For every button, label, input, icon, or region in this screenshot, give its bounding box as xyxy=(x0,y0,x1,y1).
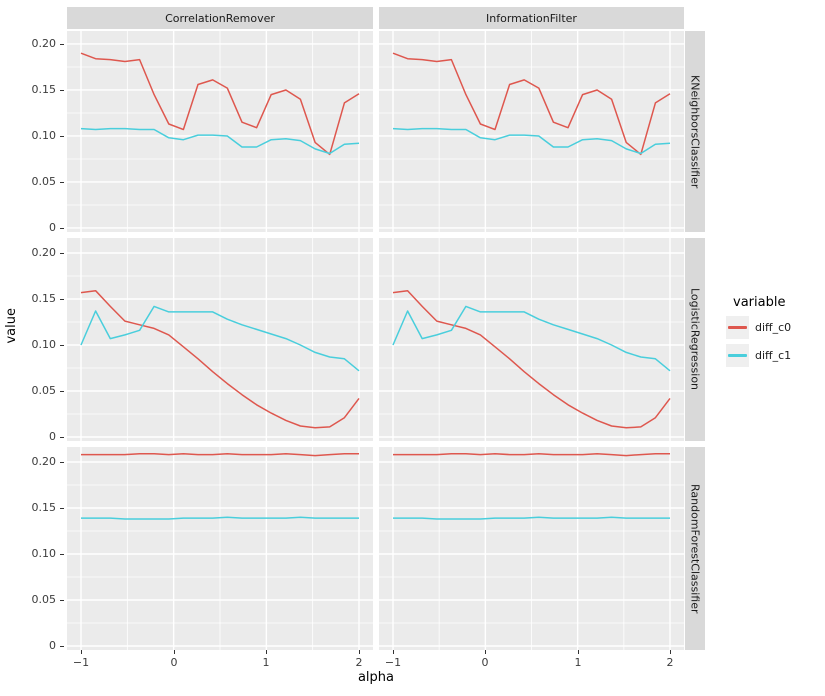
legend-item-diff_c1: diff_c1 xyxy=(726,344,791,367)
line-diff_c0 xyxy=(80,52,360,156)
facet-strip-row-LogisticRegression: LogisticRegression xyxy=(685,238,705,441)
x-tick-mark xyxy=(174,650,175,654)
y-tick-label: 0.05 xyxy=(31,384,57,397)
x-tick-label: −1 xyxy=(384,656,402,669)
x-tick-mark xyxy=(266,650,267,654)
y-tick-label: 0.05 xyxy=(31,593,57,606)
panel-RandomForestClassifier-CorrelationRemover xyxy=(67,447,373,650)
facet-strip-col-CorrelationRemover: CorrelationRemover xyxy=(67,7,373,29)
y-tick-mark xyxy=(60,253,64,254)
legend-item-label: diff_c0 xyxy=(755,321,792,334)
x-tick-label: 0 xyxy=(481,656,489,669)
line-diff_c1 xyxy=(393,516,670,520)
line-diff_c1 xyxy=(392,127,671,155)
x-tick-mark xyxy=(485,650,486,654)
y-tick-label: 0 xyxy=(49,639,56,652)
y-tick-label: 0.15 xyxy=(31,292,57,305)
x-tick-label: 2 xyxy=(355,656,363,669)
legend-item-label: diff_c1 xyxy=(755,349,792,362)
x-tick-label: 1 xyxy=(262,656,270,669)
legend: variable diff_c0 diff_c1 xyxy=(726,295,791,372)
y-tick-label: 0.20 xyxy=(31,37,57,50)
line-diff_c1 xyxy=(81,516,359,520)
y-tick-label: 0.05 xyxy=(31,175,57,188)
y-tick-label: 0.15 xyxy=(31,501,57,514)
y-tick-label: 0.10 xyxy=(31,547,57,560)
y-tick-label: 0.15 xyxy=(31,83,57,96)
y-tick-mark xyxy=(60,646,64,647)
x-tick-mark xyxy=(81,650,82,654)
legend-title: variable xyxy=(733,295,786,310)
panel-KNeighborsClassifier-InformationFilter xyxy=(379,31,684,232)
x-tick-mark xyxy=(578,650,579,654)
facet-strip-row-RandomForestClassifier: RandomForestClassifier xyxy=(685,447,705,650)
y-tick-mark xyxy=(60,90,64,91)
panel-KNeighborsClassifier-CorrelationRemover xyxy=(67,31,373,232)
y-tick-label: 0 xyxy=(49,430,56,443)
panel-RandomForestClassifier-InformationFilter xyxy=(379,447,684,650)
y-tick-label: 0.20 xyxy=(31,246,57,259)
y-tick-mark xyxy=(60,391,64,392)
legend-key-swatch xyxy=(726,316,749,339)
x-axis-title: alpha xyxy=(357,670,395,685)
facet-strip-col-InformationFilter: InformationFilter xyxy=(379,7,684,29)
x-tick-label: −1 xyxy=(72,656,90,669)
y-tick-mark xyxy=(60,600,64,601)
line-diff_c0 xyxy=(80,289,360,429)
line-diff_c0 xyxy=(81,452,359,457)
y-tick-mark xyxy=(60,462,64,463)
y-tick-mark xyxy=(60,299,64,300)
y-tick-mark xyxy=(60,182,64,183)
facet-strip-row-KNeighborsClassifier: KNeighborsClassifier xyxy=(685,31,705,232)
y-tick-label: 0.10 xyxy=(31,129,57,142)
y-tick-mark xyxy=(60,437,64,438)
y-tick-label: 0 xyxy=(49,221,56,234)
legend-item-diff_c0: diff_c0 xyxy=(726,316,791,339)
y-tick-mark xyxy=(60,136,64,137)
panel-LogisticRegression-InformationFilter xyxy=(379,238,684,441)
line-diff_c0 xyxy=(392,52,671,156)
y-tick-mark xyxy=(60,44,64,45)
x-tick-label: 0 xyxy=(170,656,178,669)
x-tick-label: 2 xyxy=(666,656,674,669)
line-diff_c0 xyxy=(392,289,671,429)
line-diff_c0 xyxy=(393,452,670,457)
panel-LogisticRegression-CorrelationRemover xyxy=(67,238,373,441)
x-tick-mark xyxy=(670,650,671,654)
y-tick-mark xyxy=(60,554,64,555)
line-diff_c1 xyxy=(80,127,360,155)
y-tick-mark xyxy=(60,345,64,346)
line-diff_c1 xyxy=(80,305,360,372)
y-tick-mark xyxy=(60,228,64,229)
line-diff_c1 xyxy=(392,305,671,372)
y-tick-label: 0.10 xyxy=(31,338,57,351)
legend-key-swatch xyxy=(726,344,749,367)
x-tick-label: 1 xyxy=(574,656,582,669)
y-tick-label: 0.20 xyxy=(31,455,57,468)
x-tick-mark xyxy=(359,650,360,654)
x-tick-mark xyxy=(393,650,394,654)
y-tick-mark xyxy=(60,508,64,509)
